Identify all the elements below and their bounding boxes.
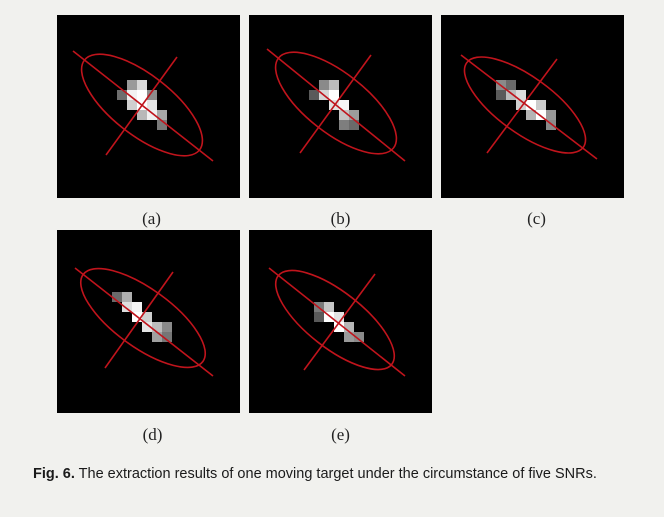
figure-panel-e: [249, 230, 432, 413]
figure-panel-b: [249, 15, 432, 198]
target-image-e: [268, 267, 406, 377]
figure-panel-a: [57, 15, 240, 198]
overlay-a: [72, 50, 214, 162]
target-image-b: [266, 48, 406, 162]
overlay-e: [268, 267, 406, 377]
panel-label-a: (a): [142, 209, 161, 228]
figure-caption: Fig. 6. The extraction results of one mo…: [33, 464, 643, 484]
overlay-d: [74, 267, 214, 377]
panel-label-e: (e): [331, 425, 350, 444]
figure-panel-c: [441, 15, 624, 198]
target-image-d: [74, 267, 214, 377]
overlay-c: [460, 54, 598, 160]
panel-label-b: (b): [330, 209, 351, 228]
figure-caption-text: The extraction results of one moving tar…: [74, 466, 597, 482]
overlay-b: [266, 48, 406, 162]
figure-panel-d: [57, 230, 240, 413]
target-image-a: [72, 50, 214, 162]
figure-caption-prefix: Fig. 6.: [33, 466, 75, 482]
panel-label-d: (d): [142, 425, 163, 444]
target-pixels-d: [112, 292, 172, 342]
panel-label-c: (c): [527, 209, 546, 228]
target-image-c: [460, 54, 598, 160]
